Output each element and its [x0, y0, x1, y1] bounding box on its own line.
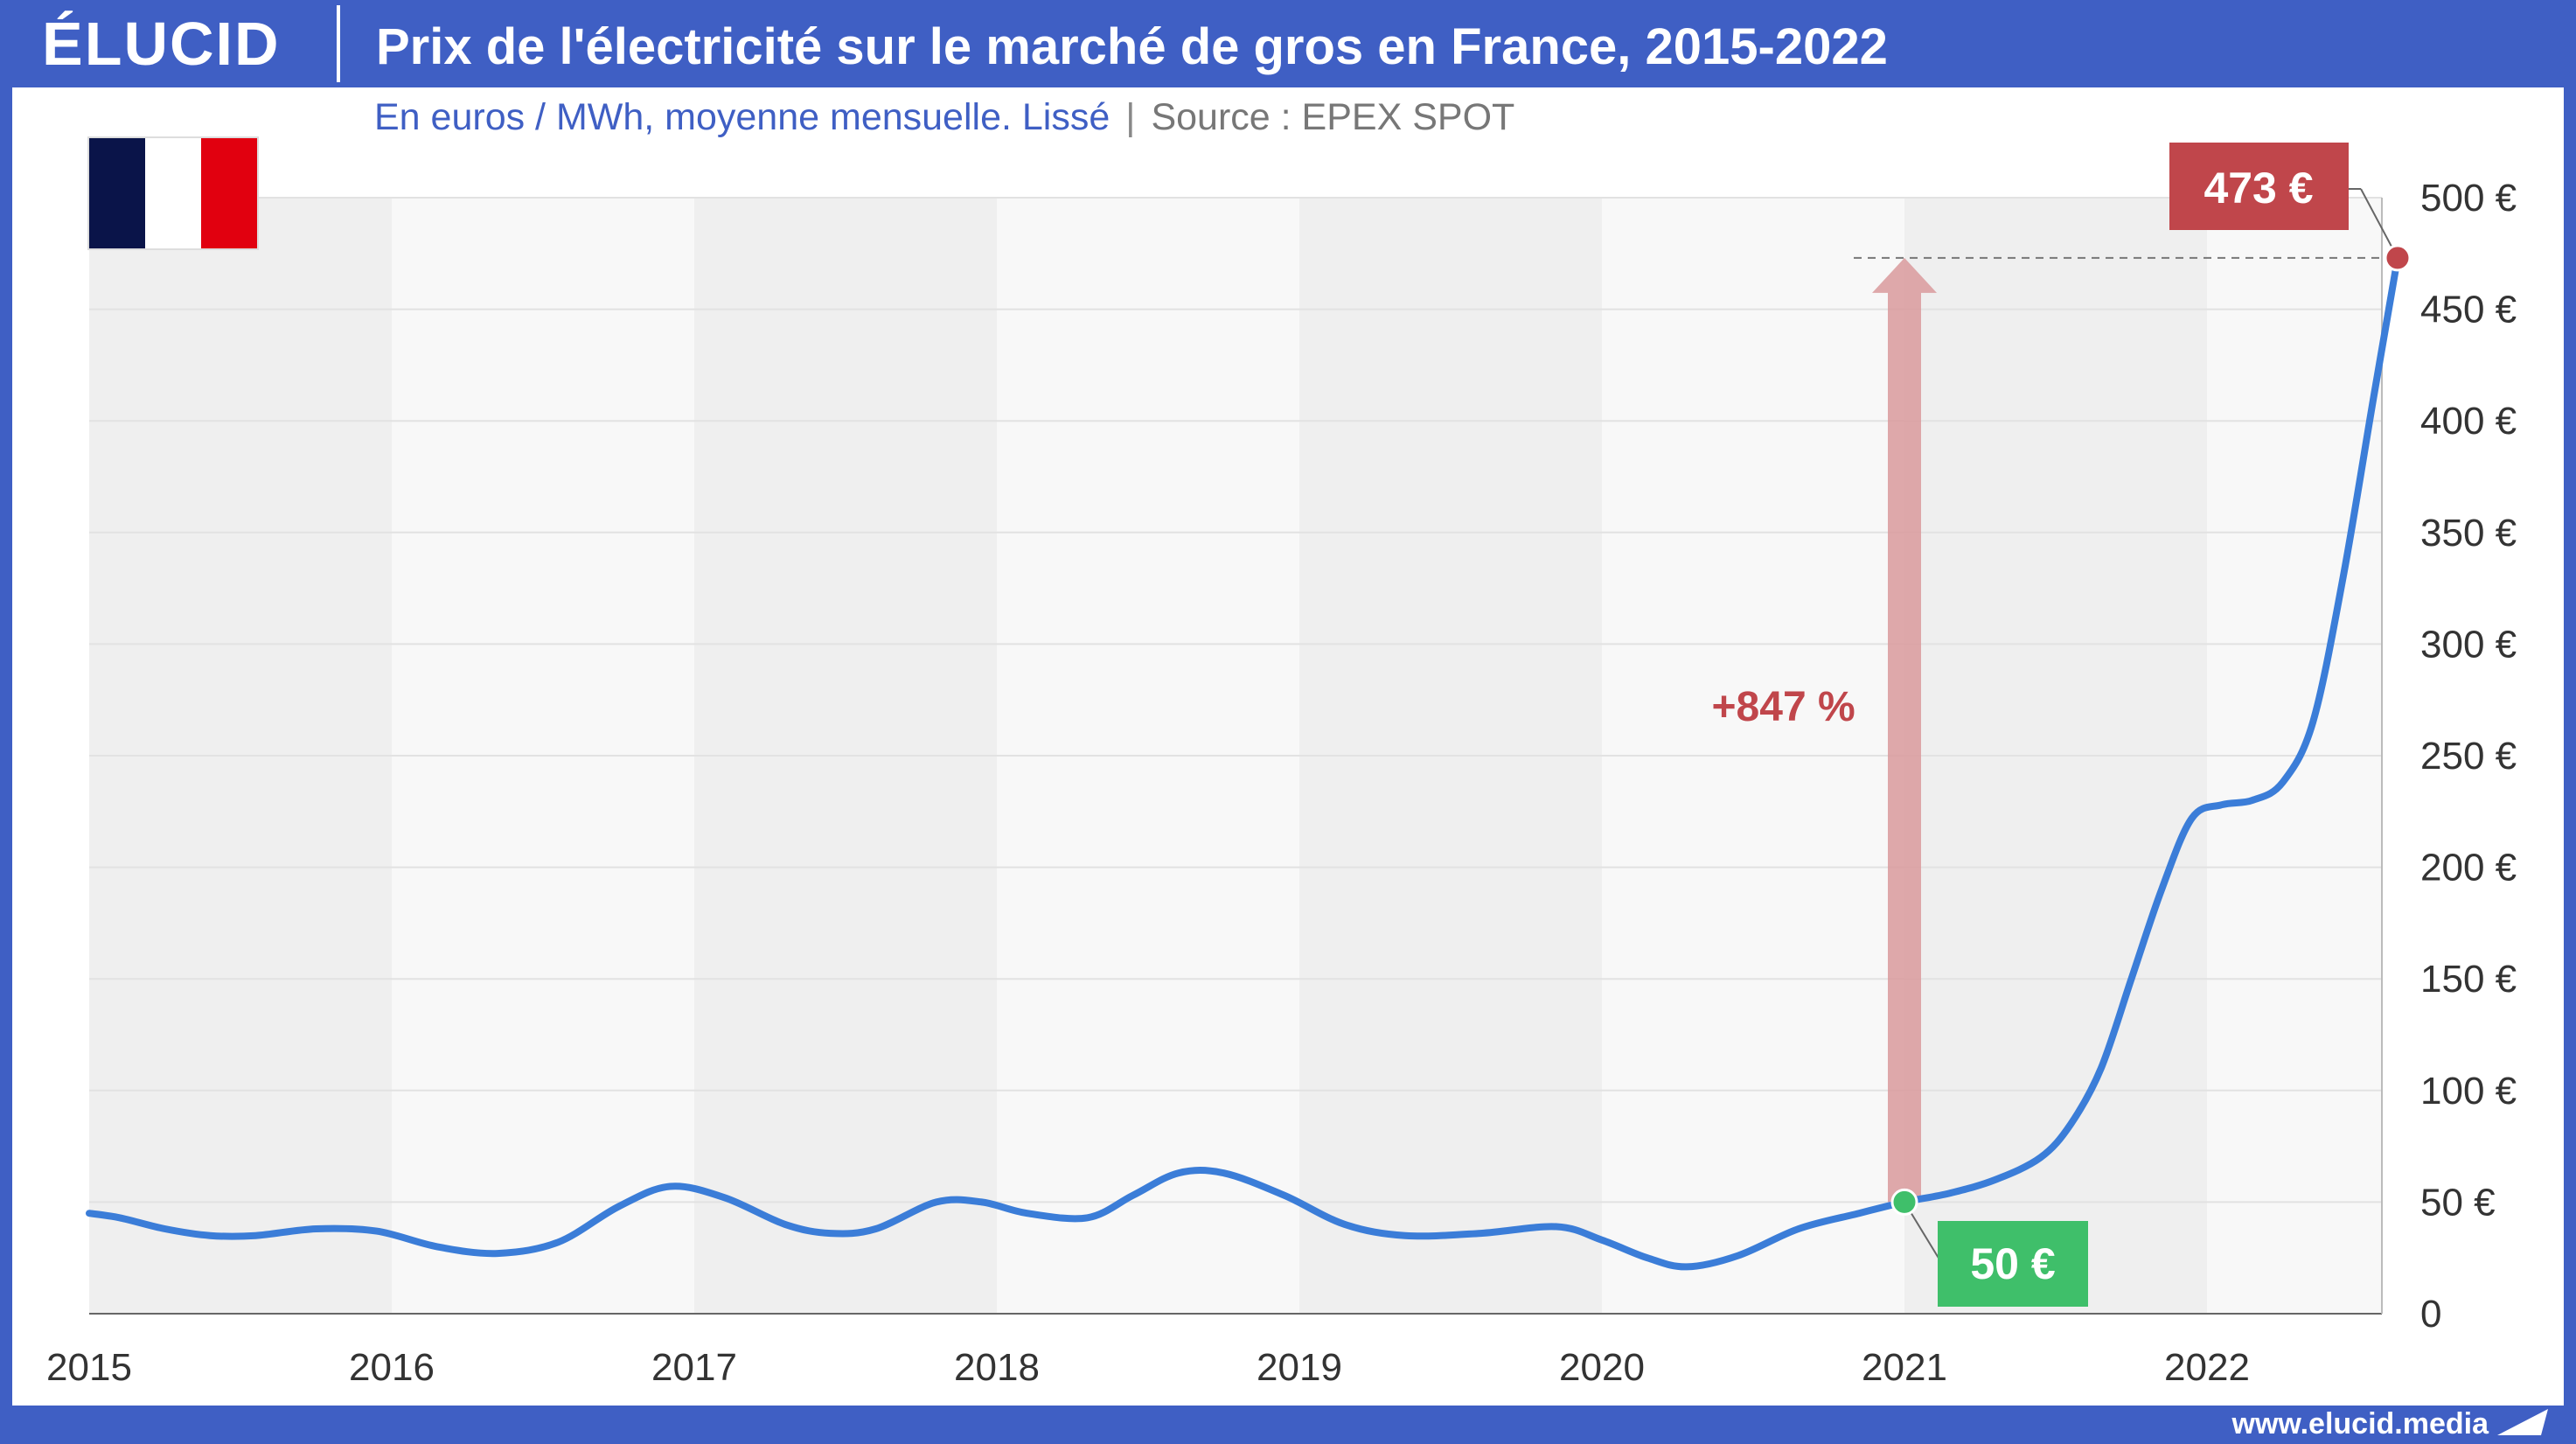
- increase-arrow-layer: [1854, 256, 2398, 1203]
- frame-right: [2564, 0, 2576, 1444]
- y-tick-label: 350 €: [2420, 512, 2517, 555]
- x-tick-label: 2017: [651, 1346, 737, 1389]
- chart-title: Prix de l'électricité sur le marché de g…: [376, 18, 1888, 75]
- x-tick-labels: 2015 2016 2017 2018 2019 2020 2021 2022: [46, 1346, 2250, 1389]
- start-point-marker: [1890, 1188, 1918, 1216]
- y-tick-label: 200 €: [2420, 847, 2517, 889]
- gridlines: [89, 197, 2382, 1203]
- x-tick-label: 2021: [1862, 1346, 1947, 1389]
- x-tick-label: 2016: [349, 1346, 435, 1389]
- flag-white-stripe: [145, 138, 201, 248]
- increase-percent-label: +847 %: [1712, 684, 1855, 730]
- y-tick-label: 150 €: [2420, 958, 2517, 1001]
- paper-plane-icon: [2497, 1409, 2548, 1435]
- start-value-box: [1938, 1221, 2088, 1307]
- chart-subtitle: En euros / MWh, moyenne mensuelle. Lissé…: [374, 96, 1514, 139]
- y-tick-label: 450 €: [2420, 289, 2517, 331]
- x-tick-label: 2020: [1559, 1346, 1645, 1389]
- source-text: Source : EPEX SPOT: [1151, 96, 1515, 138]
- axes: [89, 198, 2383, 1315]
- end-point-marker: [2384, 244, 2412, 272]
- x-tick-label: 2018: [954, 1346, 1040, 1389]
- logo-separator: [337, 5, 340, 82]
- x-tick-label: 2015: [46, 1346, 132, 1389]
- y-tick-label: 500 €: [2420, 177, 2517, 220]
- annotation-layer: +847 % 50 € 473 €: [1712, 143, 2412, 1307]
- y-tick-label: 50 €: [2420, 1181, 2496, 1224]
- footer-bar: [0, 1406, 2576, 1444]
- france-flag: [89, 138, 257, 248]
- frame-left: [0, 0, 12, 1444]
- increase-arrow: [1872, 257, 1937, 1203]
- header-bar: [0, 0, 2576, 87]
- subtitle-text: En euros / MWh, moyenne mensuelle. Lissé: [374, 96, 1110, 138]
- x-tick-label: 2022: [2164, 1346, 2250, 1389]
- flag-red-stripe: [201, 138, 257, 248]
- end-value-label: 473 €: [2204, 164, 2313, 213]
- subtitle-separator: |: [1125, 96, 1136, 138]
- x-tick-label: 2019: [1257, 1346, 1342, 1389]
- flag-blue-stripe: [89, 138, 145, 248]
- y-tick-label: 300 €: [2420, 623, 2517, 666]
- series-line-price: [86, 254, 2401, 1271]
- end-value-box: [2169, 143, 2349, 230]
- y-tick-label: 0: [2420, 1293, 2441, 1336]
- y-tick-label: 100 €: [2420, 1070, 2517, 1113]
- y-tick-labels: 0 50 € 100 € 150 € 200 € 250 € 300 € 350 € 400 €…: [2420, 177, 2517, 1336]
- start-value-label: 50 €: [1970, 1239, 2055, 1288]
- website-link[interactable]: www.elucid.media: [2231, 1407, 2489, 1441]
- elucid-logo[interactable]: ÉLUCID: [42, 10, 281, 78]
- y-tick-label: 400 €: [2420, 400, 2517, 443]
- y-tick-label: 250 €: [2420, 735, 2517, 778]
